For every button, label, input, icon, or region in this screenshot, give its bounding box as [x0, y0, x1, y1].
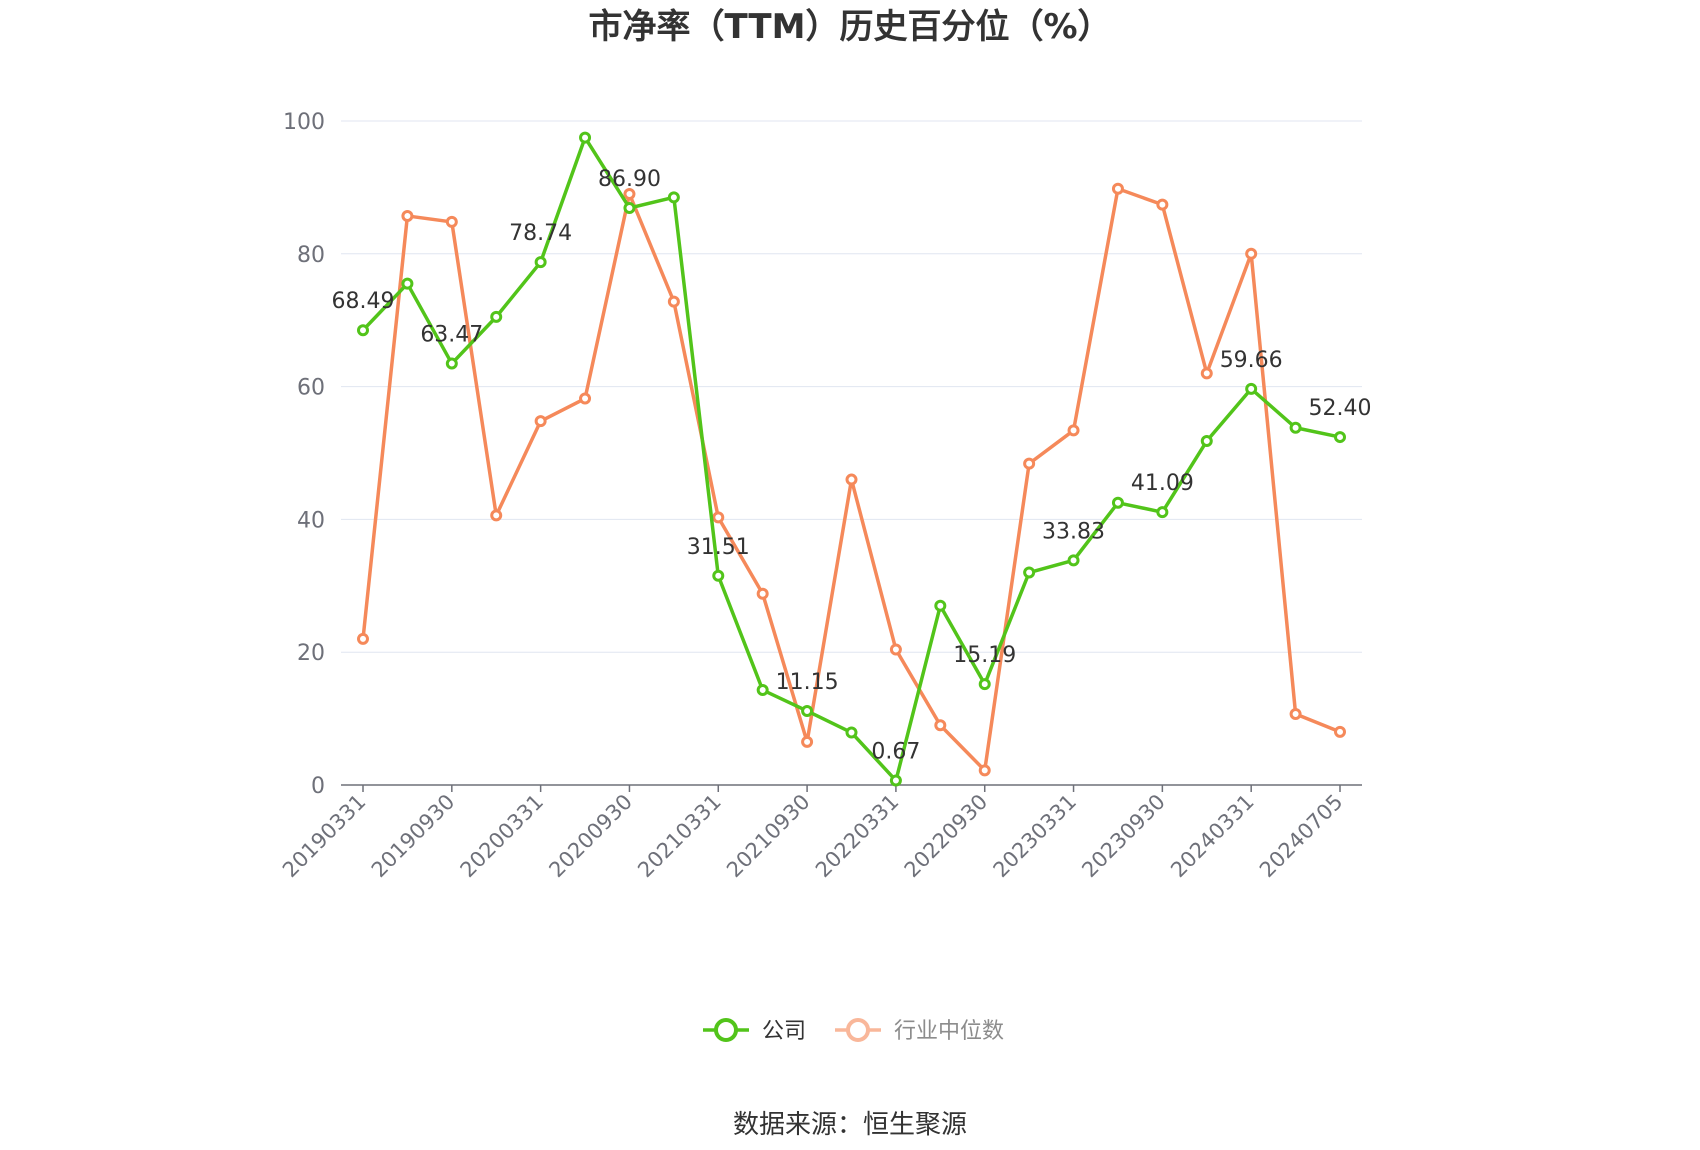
industry-median-point	[579, 392, 592, 405]
company-data-label: 63.47	[420, 323, 483, 348]
company-data-label: 41.09	[1131, 471, 1194, 496]
data-labels: 68.49 63.47 78.74 86.90 31.51 11.15 0.67 15.19 3…	[332, 167, 1372, 765]
company-point	[667, 191, 680, 204]
legend-company-label: 公司	[762, 1019, 806, 1044]
industry-median-point	[534, 415, 547, 428]
company-point	[579, 131, 592, 144]
y-tick-label: 60	[297, 376, 325, 401]
company-data-label: 31.51	[687, 535, 750, 560]
data-source-note: 数据来源：恒生聚源	[733, 1110, 967, 1140]
industry-median-point	[623, 188, 636, 201]
industry-median-point	[845, 473, 858, 486]
company-point	[1111, 496, 1124, 509]
company-point	[1334, 431, 1346, 444]
industry-median-point	[1156, 198, 1169, 211]
company-point	[889, 774, 902, 787]
x-tick-label: 20190331	[278, 790, 371, 883]
y-tick-label: 0	[311, 774, 325, 799]
grid-lines	[341, 120, 1362, 653]
company-point	[623, 201, 636, 214]
industry-median-point	[445, 215, 458, 228]
industry-median-point	[1023, 457, 1036, 470]
y-tick-label: 100	[283, 110, 325, 135]
legend[interactable]: 公司 行业中位数	[703, 1018, 1004, 1044]
company-point	[845, 726, 858, 739]
x-tick-label: 20200930	[544, 790, 637, 883]
company-data-label: 68.49	[332, 289, 395, 314]
x-tick-label: 20220331	[811, 790, 904, 883]
industry-median-point	[357, 632, 369, 645]
industry-median-point	[756, 587, 769, 600]
industry-median-point	[401, 209, 414, 222]
company-point	[756, 684, 769, 697]
x-tick-label: 20240705	[1255, 790, 1348, 883]
company-point	[1067, 554, 1080, 567]
company-point	[1200, 435, 1213, 448]
series-layer	[357, 131, 1346, 787]
industry-median-point	[1067, 424, 1080, 437]
industry-median-point	[712, 511, 725, 524]
industry-median-point	[1334, 725, 1346, 738]
company-point	[357, 324, 369, 337]
x-tick-label: 20210930	[722, 790, 815, 883]
company-point	[978, 678, 991, 691]
company-data-label: 78.74	[509, 221, 572, 246]
company-data-label: 0.67	[871, 740, 920, 765]
company-point	[401, 277, 414, 290]
legend-industry-marker	[846, 1018, 870, 1042]
company-data-label: 11.15	[776, 670, 839, 695]
x-tick-label: 20240331	[1166, 790, 1259, 883]
company-point	[801, 704, 814, 717]
company-point	[1289, 421, 1302, 434]
legend-item-company[interactable]: 公司	[703, 1018, 806, 1044]
industry-median-point	[1289, 707, 1302, 720]
x-tick-label: 20230930	[1077, 790, 1170, 883]
legend-industry-label: 行业中位数	[894, 1019, 1004, 1044]
x-tick-label: 20220930	[900, 790, 993, 883]
x-tick-label: 20200331	[456, 790, 549, 883]
industry-median-point	[978, 764, 991, 777]
company-point	[490, 310, 503, 323]
legend-item-industry[interactable]: 行业中位数	[835, 1018, 1004, 1044]
industry-median-point	[934, 719, 947, 732]
company-data-label: 59.66	[1220, 348, 1283, 373]
company-point	[1156, 506, 1169, 519]
company-data-label: 52.40	[1309, 396, 1372, 421]
company-point	[934, 599, 947, 612]
industry-median-point	[1111, 182, 1124, 195]
legend-company-marker	[714, 1018, 738, 1042]
x-axis: 2019033120190930202003312020093020210331…	[278, 784, 1362, 883]
company-data-label: 86.90	[598, 167, 661, 192]
industry-median-point	[889, 643, 902, 656]
company-point	[1245, 382, 1258, 395]
y-tick-label: 80	[297, 243, 325, 268]
company-data-label: 15.19	[953, 643, 1016, 668]
x-tick-label: 20190930	[367, 790, 460, 883]
y-tick-label: 40	[297, 508, 325, 533]
company-point	[445, 357, 458, 370]
company-point	[712, 569, 725, 582]
y-axis: 0 20 40 60 80 100	[283, 110, 325, 799]
industry-median-point	[1200, 367, 1213, 380]
company-point	[1023, 566, 1036, 579]
chart-title: 市净率（TTM）历史百分位（%）	[588, 7, 1111, 47]
industry-median-point	[667, 295, 680, 308]
industry-median-point	[801, 735, 814, 748]
industry-median-point	[490, 509, 503, 522]
industry-median-point	[1245, 247, 1258, 260]
company-point	[534, 256, 547, 269]
y-tick-label: 20	[297, 641, 325, 666]
x-tick-label: 20210331	[633, 790, 726, 883]
company-data-label: 33.83	[1042, 519, 1105, 544]
x-tick-label: 20230331	[989, 790, 1082, 883]
